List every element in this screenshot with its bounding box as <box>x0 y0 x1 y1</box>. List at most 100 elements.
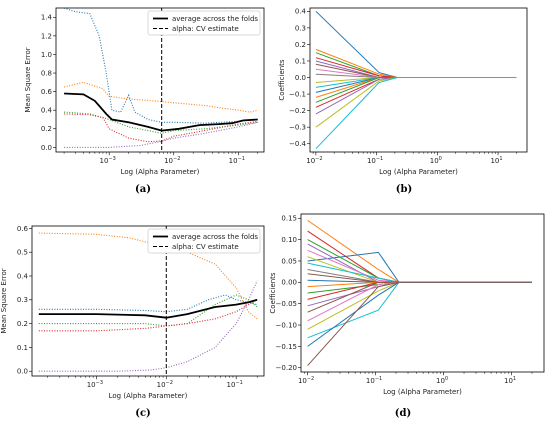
y-tick-label: 0.0 <box>295 74 306 82</box>
series-group <box>315 10 517 150</box>
coefficient-path-17 <box>307 281 532 322</box>
coefficient-path-9 <box>307 269 532 283</box>
y-tick-label: 0.4 <box>17 272 29 280</box>
x-tick-label: 100 <box>436 376 448 385</box>
x-tick-label: 10−2 <box>306 156 322 165</box>
coefficient-path-1 <box>315 10 517 78</box>
x-tick-label: 10−3 <box>100 156 116 165</box>
x-tick-label: 101 <box>490 156 502 165</box>
coefficient-path-19 <box>307 281 532 339</box>
panel-caption: (b) <box>396 184 412 195</box>
y-tick-label: −0.2 <box>289 107 306 115</box>
y-tick-label: 0.1 <box>17 344 28 352</box>
x-axis-label: Log (Alpha Parameter) <box>383 388 462 396</box>
coefficient-path-15 <box>307 281 532 307</box>
coefficient-path-7 <box>307 256 532 283</box>
coefficient-path-8 <box>307 262 532 283</box>
y-tick-label: 1.2 <box>41 32 52 40</box>
x-tick-label: 10−2 <box>164 156 180 165</box>
fold-mse-line-2 <box>63 81 258 113</box>
chart-panel-b: −0.4 −0.3 −0.2 −0.1 0.0 0.1 0.2 0.3 0.4 10−2 10−1 1… <box>278 7 528 195</box>
y-tick-label: 0.3 <box>17 296 28 304</box>
y-tick-label: 0.2 <box>295 41 306 49</box>
coefficient-path-20 <box>307 281 532 347</box>
y-tick-label: −0.4 <box>289 140 307 148</box>
coefficient-path-3 <box>315 52 517 78</box>
legend-entry-cv: alpha: CV estimate <box>172 243 239 251</box>
y-tick-label: 1.4 <box>41 14 53 22</box>
fold-mse-line-5 <box>64 121 258 148</box>
y-tick-label: 0.1 <box>295 57 306 65</box>
x-tick-label: 10−3 <box>87 380 103 389</box>
y-tick-label: 0.6 <box>41 88 53 96</box>
y-tick-label: −0.20 <box>276 364 297 372</box>
plot-frame <box>300 213 545 373</box>
y-tick-label: 0.8 <box>41 69 52 77</box>
y-tick-label: −0.1 <box>289 90 306 98</box>
fold-mse-line-1 <box>63 8 258 124</box>
x-axis-label: Log (Alpha Parameter) <box>109 392 188 400</box>
y-tick-label: −0.3 <box>289 124 306 132</box>
coefficient-path-9 <box>315 77 517 83</box>
y-tick-label: 0.3 <box>295 24 306 32</box>
y-tick-label: 0.10 <box>281 236 297 244</box>
y-axis-label: Coefficients <box>278 59 286 101</box>
x-tick-label: 10−1 <box>366 376 382 385</box>
legend-box <box>147 228 261 254</box>
y-tick-label: 0.00 <box>281 279 297 287</box>
legend: average across the folds alpha: CV estima… <box>147 10 261 36</box>
y-axis-label: Mean Square Error <box>0 268 8 333</box>
y-tick-label: 1.0 <box>41 51 52 59</box>
y-tick-label: 0.05 <box>281 257 297 265</box>
y-axis-label: Mean Square Error <box>24 47 32 112</box>
fold-mse-line-1 <box>38 294 258 313</box>
legend-entry-cv: alpha: CV estimate <box>172 25 239 33</box>
x-tick-label: 10−1 <box>227 380 243 389</box>
chart-panel-a: 0.0 0.2 0.4 0.6 0.8 1.0 1.2 1.4 10−3 10−2 10−1 Log … <box>24 7 265 195</box>
y-tick-label: 0.2 <box>17 320 28 328</box>
legend-box <box>147 10 261 36</box>
legend: average across the folds alpha: CV estima… <box>147 228 261 254</box>
y-tick-label: 0.4 <box>295 8 307 16</box>
y-tick-label: 0.2 <box>41 125 52 133</box>
y-tick-label: −0.15 <box>276 343 297 351</box>
fold-mse-line-5 <box>38 280 258 372</box>
y-tick-label: 0.0 <box>41 144 52 152</box>
legend-entry-average: average across the folds <box>172 233 258 241</box>
plot-frame <box>309 7 528 153</box>
x-tick-label: 100 <box>430 156 442 165</box>
coefficient-path-13 <box>315 77 517 103</box>
plot-frame <box>55 7 265 153</box>
y-axis-label: Coefficients <box>269 272 277 314</box>
panel-caption: (c) <box>135 408 151 419</box>
plot-frame <box>31 225 265 377</box>
average-folds-line <box>64 92 258 132</box>
coefficient-path-12 <box>307 281 532 288</box>
y-tick-label: 0.0 <box>17 368 28 376</box>
y-tick-label: −0.10 <box>276 321 297 329</box>
coefficient-path-10 <box>315 77 517 88</box>
average-folds-line <box>38 298 258 319</box>
coefficient-path-5 <box>307 243 532 283</box>
y-tick-label: −0.05 <box>276 300 297 308</box>
x-axis-label: Log (Alpha Parameter) <box>379 168 458 176</box>
panel-caption: (d) <box>395 408 411 419</box>
x-tick-label: 10−1 <box>229 156 245 165</box>
x-tick-label: 101 <box>504 376 516 385</box>
x-axis-label: Log (Alpha Parameter) <box>121 168 200 176</box>
y-tick-label: 0.4 <box>41 107 53 115</box>
panel-caption: (a) <box>135 184 151 195</box>
y-tick-label: 0.6 <box>17 225 29 233</box>
legend-entry-average: average across the folds <box>172 15 258 23</box>
coefficient-path-14 <box>315 77 517 108</box>
series-group <box>307 219 532 366</box>
x-tick-label: 10−2 <box>157 380 173 389</box>
coefficient-path-1 <box>307 219 532 283</box>
fold-mse-line-4 <box>64 113 258 143</box>
y-tick-label: 0.15 <box>281 215 297 223</box>
coefficient-path-21 <box>307 281 532 366</box>
x-tick-label: 10−2 <box>298 376 314 385</box>
coefficient-path-17 <box>315 77 517 150</box>
y-tick-label: 0.5 <box>17 249 28 257</box>
